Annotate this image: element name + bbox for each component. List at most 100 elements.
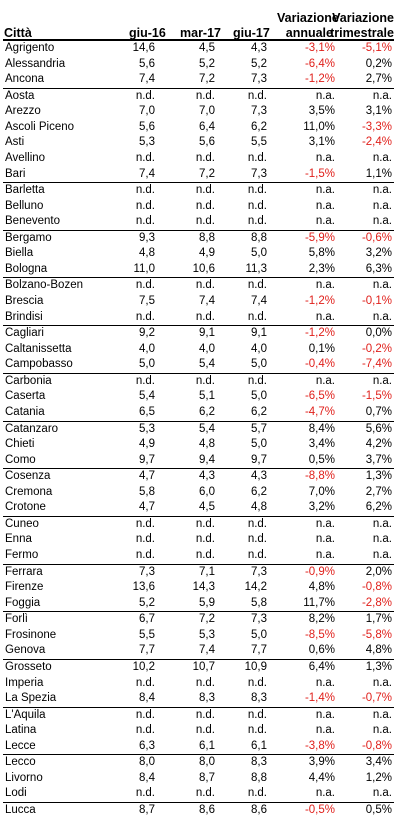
table-row: Caserta 5,4 5,1 5,0 -6,5% -1,5% — [3, 389, 394, 405]
cell-giu-17: n.d. — [247, 215, 267, 228]
cell-mar-17: n.d. — [195, 215, 215, 228]
header-var-annuale-line2: annuale — [285, 26, 333, 40]
table-row: Asti 5,3 5,6 5,5 3,1% -2,4% — [3, 135, 394, 151]
cell-var-trimestrale: n.a. — [372, 533, 392, 546]
cell-city: Biella — [5, 247, 34, 260]
cell-giu-16: n.d. — [135, 215, 155, 228]
cell-var-trimestrale: -5,1% — [361, 42, 392, 54]
cell-city: Agrigento — [5, 42, 55, 54]
cell-mar-17: 7,1 — [157, 563, 217, 581]
table-row: Carbonia n.d. n.d. n.d. n.a. n.a. — [3, 372, 394, 390]
cell-giu-16: n.d. — [135, 533, 155, 546]
cell-mar-17: 5,9 — [199, 596, 215, 609]
cell-var-trimestrale: 1,2% — [365, 771, 392, 784]
cell-mar-17: n.d. — [157, 706, 217, 724]
cell-giu-16: 6,7 — [113, 611, 157, 628]
cell-mar-17: 6,4 — [199, 120, 215, 133]
cell-var-trimestrale: 5,6% — [337, 420, 394, 438]
table-row: Catania 6,5 6,2 6,2 -4,7% 0,7% — [3, 405, 394, 421]
cell-mar-17: 8,0 — [157, 754, 217, 771]
table-row: Chieti 4,9 4,8 5,0 3,4% 4,2% — [3, 437, 394, 453]
cell-giu-16: 9,2 — [113, 325, 157, 342]
cell-giu-16: n.d. — [135, 310, 155, 323]
cell-giu-17: 4,3 — [217, 468, 269, 485]
table-row: Lodi n.d. n.d. n.d. n.a. n.a. — [3, 786, 394, 802]
cell-giu-16: 13,6 — [132, 581, 155, 594]
cell-city: Lecce — [5, 739, 36, 752]
cell-city: Caltanissetta — [5, 342, 72, 355]
cell-mar-17: n.d. — [195, 549, 215, 561]
cell-giu-17: 4,0 — [251, 342, 267, 355]
cell-var-annuale: n.a. — [315, 787, 335, 800]
cell-giu-16: 8,4 — [139, 692, 155, 705]
cell-var-trimestrale: n.a. — [372, 199, 392, 212]
cell-var-trimestrale: 0,0% — [337, 325, 394, 342]
cell-var-trimestrale: n.a. — [372, 549, 392, 561]
table-row: Fermo n.d. n.d. n.d. n.a. n.a. — [3, 548, 394, 564]
cell-giu-17: 5,0 — [251, 438, 267, 451]
table-row: Aosta n.d. n.d. n.d. n.a. n.a. — [3, 87, 394, 105]
cell-giu-16: n.d. — [113, 277, 157, 294]
cell-var-annuale: 11,0% — [303, 120, 335, 133]
cell-var-trimestrale: n.a. — [337, 87, 394, 105]
cell-giu-16: 7,3 — [113, 563, 157, 581]
cell-mar-17: 4,3 — [157, 468, 217, 485]
cell-var-annuale: -1,4% — [304, 692, 335, 705]
table-row: Frosinone 5,5 5,3 5,0 -8,5% -5,8% — [3, 628, 394, 644]
cell-var-annuale: -0,5% — [269, 801, 337, 819]
cell-city: Arezzo — [5, 105, 41, 118]
cell-var-annuale: 3,1% — [308, 136, 335, 149]
header-giu-17: giu-17 — [233, 26, 270, 40]
cell-var-trimestrale: -2,8% — [361, 596, 392, 609]
cell-mar-17: n.d. — [195, 724, 215, 737]
cell-giu-17: 9,1 — [217, 325, 269, 342]
table-row: Bari 7,4 7,2 7,3 -1,5% 1,1% — [3, 167, 394, 183]
header-var-annuale-line1: Variazione — [277, 11, 339, 25]
cell-var-annuale: 8,2% — [269, 611, 337, 628]
cell-giu-17: 11,3 — [245, 262, 267, 275]
cell-mar-17: n.d. — [195, 676, 215, 689]
cell-var-annuale: -8,8% — [269, 468, 337, 485]
table-row: Bologna 11,0 10,6 11,3 2,3% 6,3% — [3, 262, 394, 278]
cell-var-annuale: n.a. — [315, 215, 335, 228]
cell-city: Imperia — [5, 676, 44, 689]
cell-var-trimestrale: n.a. — [372, 151, 392, 164]
table-row: Brindisi n.d. n.d. n.d. n.a. n.a. — [3, 310, 394, 326]
cell-giu-17: n.d. — [217, 182, 269, 199]
cell-city: Grosseto — [3, 658, 113, 676]
cell-var-trimestrale: 0,2% — [365, 57, 392, 70]
cell-giu-16: 11,0 — [133, 262, 155, 275]
cell-giu-16: n.d. — [113, 706, 157, 724]
cell-var-trimestrale: -0,6% — [337, 229, 394, 247]
cell-mar-17: n.d. — [157, 182, 217, 199]
cell-giu-17: 5,8 — [251, 596, 267, 609]
cell-giu-16: 14,6 — [132, 42, 155, 54]
cell-city: Frosinone — [5, 628, 57, 641]
cell-city: Foggia — [5, 596, 41, 609]
cell-giu-16: 5,4 — [139, 390, 155, 403]
cell-city: Campobasso — [5, 358, 73, 371]
cell-giu-17: 8,8 — [251, 771, 267, 784]
cell-var-annuale: n.a. — [269, 87, 337, 105]
cell-giu-16: 7,5 — [139, 295, 155, 307]
header-var-trimestrale-line1: Variazione — [332, 11, 394, 25]
table-row: Biella 4,8 4,9 5,0 5,8% 3,2% — [3, 246, 394, 262]
cell-giu-17: 5,0 — [251, 390, 267, 403]
cell-city: La Spezia — [5, 692, 57, 705]
cell-giu-17: 7,3 — [251, 105, 267, 118]
cell-giu-17: 5,0 — [251, 247, 267, 260]
cell-var-annuale: n.a. — [269, 515, 337, 533]
cell-giu-16: 4,7 — [113, 468, 157, 485]
cell-giu-16: 5,0 — [139, 358, 155, 371]
cell-giu-16: n.d. — [113, 372, 157, 390]
cell-city: Avellino — [5, 151, 46, 164]
cell-city: Lucca — [3, 801, 113, 819]
cell-giu-17: 14,2 — [244, 581, 267, 594]
cell-var-trimestrale: 3,2% — [365, 247, 392, 260]
cell-var-trimestrale: -1,5% — [361, 390, 392, 403]
table-row: Latina n.d. n.d. n.d. n.a. n.a. — [3, 723, 394, 739]
cell-mar-17: 8,6 — [157, 801, 217, 819]
header-rule — [3, 39, 394, 41]
cell-giu-16: n.d. — [135, 151, 155, 164]
cell-giu-16: 7,0 — [139, 105, 155, 118]
